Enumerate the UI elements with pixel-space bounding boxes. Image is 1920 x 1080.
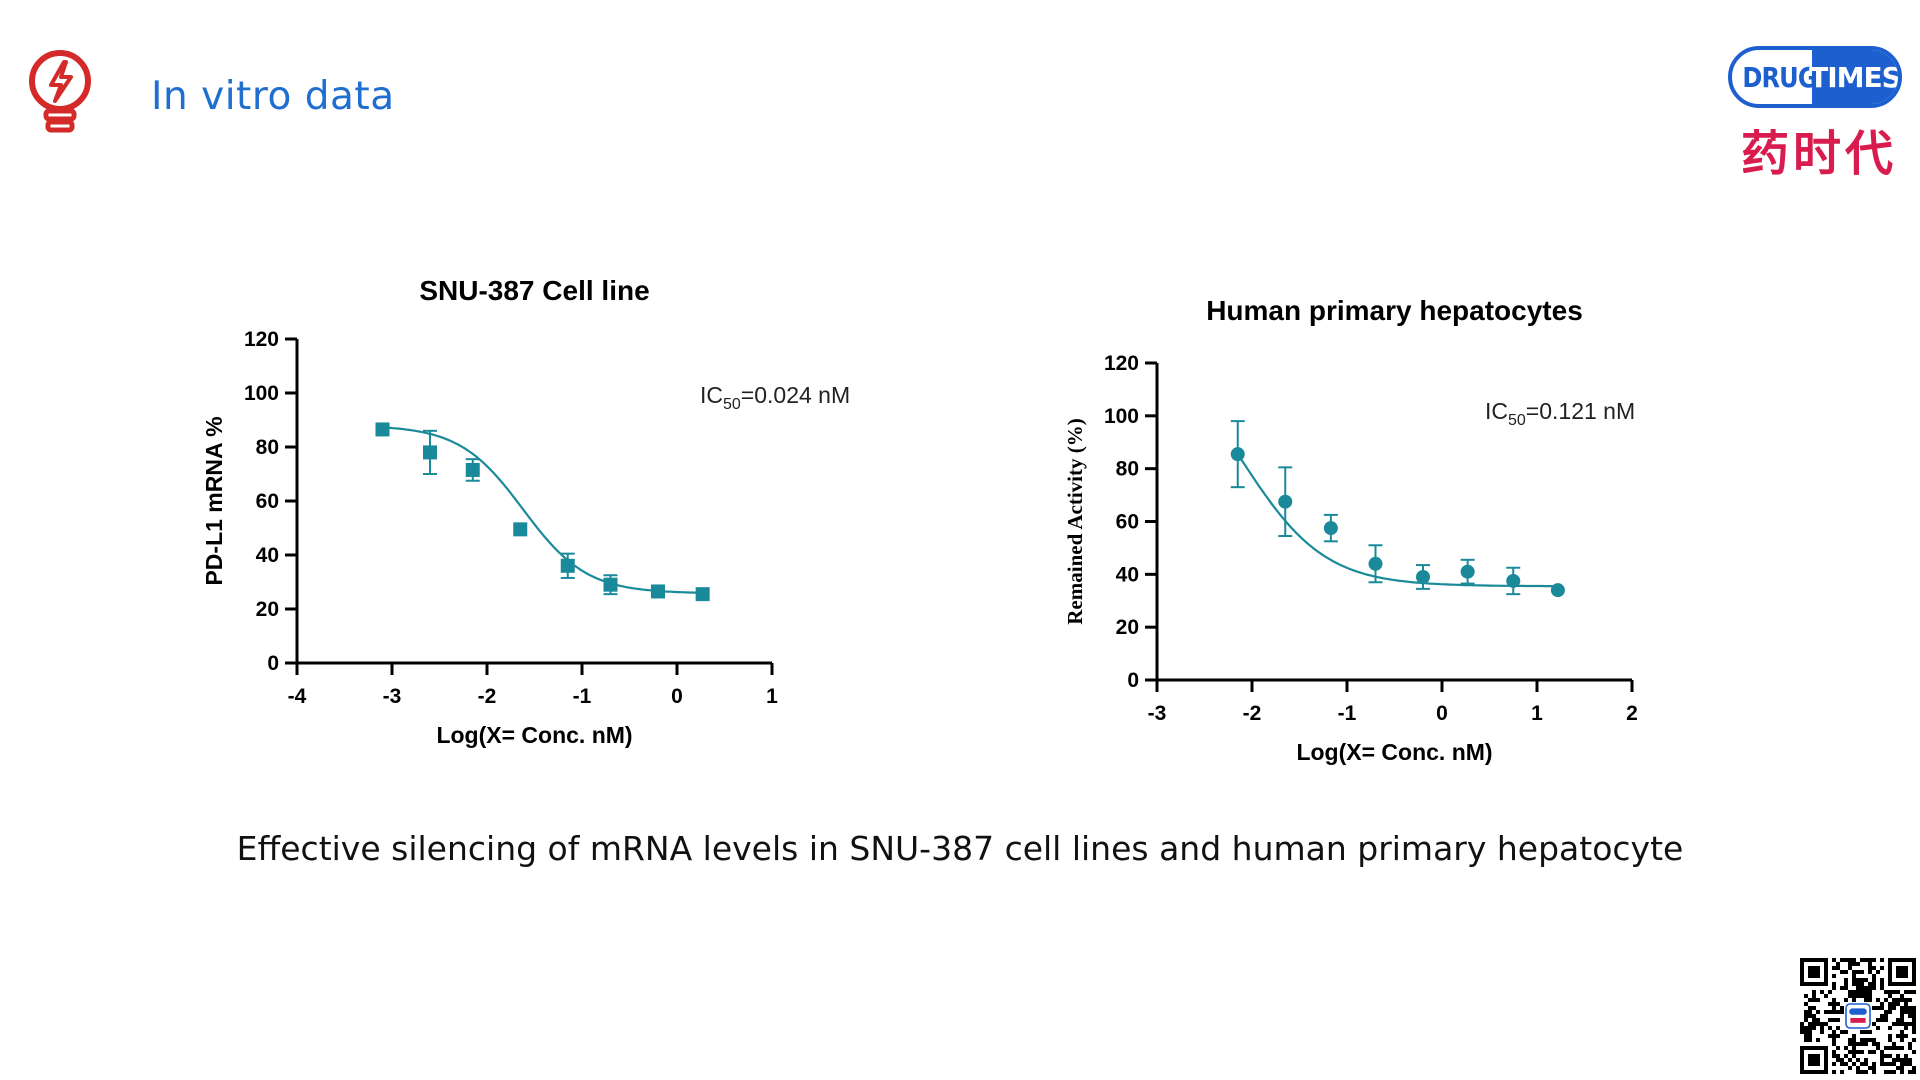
- data-point: [1460, 564, 1475, 579]
- data-point: [1550, 583, 1565, 598]
- x-tick-label: -1: [573, 685, 592, 708]
- y-tick-label: 120: [244, 328, 279, 351]
- data-point: [1278, 494, 1293, 509]
- x-axis-label: Log(X= Conc. nM): [436, 722, 632, 748]
- y-axis-label: Remained Activity (%): [1063, 418, 1087, 624]
- data-point: [1323, 521, 1338, 536]
- data-point: [1368, 556, 1383, 571]
- x-tick-label: -2: [478, 685, 497, 708]
- x-axis-label: Log(X= Conc. nM): [1296, 739, 1492, 765]
- data-point: [695, 587, 710, 602]
- y-tick-label: 0: [1127, 669, 1139, 692]
- y-tick-label: 100: [1104, 405, 1139, 428]
- fit-curve: [382, 426, 703, 594]
- ic50-annotation: IC50=0.024 nM: [700, 382, 850, 413]
- y-tick-label: 80: [256, 436, 279, 459]
- lightbulb-bolt-icon: [29, 50, 91, 133]
- x-tick-label: 2: [1626, 702, 1638, 725]
- y-tick-label: 40: [1116, 563, 1139, 586]
- x-tick-label: -1: [1338, 702, 1357, 725]
- qr-code-icon: [1800, 958, 1916, 1074]
- x-tick-label: 1: [766, 685, 778, 708]
- data-point: [465, 462, 480, 477]
- data-point: [560, 558, 575, 573]
- data-point: [1506, 573, 1521, 588]
- chart-snu387-svg: SNU-387 Cell line-4 -3 -2 -1 0 10204060801001…: [201, 275, 850, 748]
- chart-title: SNU-387 Cell line: [419, 275, 649, 306]
- data-point: [651, 584, 665, 599]
- y-tick-label: 80: [1116, 458, 1139, 481]
- fit-curve: [1236, 453, 1558, 588]
- chart-title: Human primary hepatocytes: [1206, 295, 1583, 326]
- logo-text-cn: 药时代: [1740, 126, 1897, 182]
- x-tick-label: 0: [671, 685, 683, 708]
- data-point: [423, 445, 437, 460]
- x-tick-label: -3: [383, 685, 402, 708]
- chart-hepatocytes-svg: Human primary hepatocytes-3 -2 -1 0 1 2020406…: [1063, 295, 1638, 765]
- y-axis-label: PD-L1 mRNA %: [201, 416, 227, 585]
- ic50-annotation: IC50=0.121 nM: [1485, 398, 1635, 429]
- x-tick-label: -3: [1148, 702, 1167, 725]
- data-point: [1416, 569, 1430, 584]
- y-tick-label: 20: [256, 598, 279, 621]
- y-tick-label: 120: [1104, 352, 1139, 375]
- x-tick-label: 0: [1436, 702, 1448, 725]
- logo-pill: DRUG TIMES: [1728, 46, 1902, 108]
- y-tick-label: 100: [244, 382, 279, 405]
- y-tick-label: 20: [1116, 616, 1139, 639]
- x-tick-label: -4: [288, 685, 307, 708]
- y-tick-label: 60: [1116, 511, 1139, 534]
- chart-hepatocytes: Human primary hepatocytes -3 -2 -1 0 1 2 0 20 40 6…: [1050, 280, 1750, 780]
- y-tick-label: 0: [267, 652, 279, 675]
- y-tick-label: 60: [256, 490, 279, 513]
- data-point: [1230, 447, 1245, 462]
- data-point: [513, 522, 528, 537]
- logo-text-drug: DRUG: [1742, 60, 1817, 94]
- drugtimes-logo: DRUG TIMES 药时代: [1728, 46, 1906, 182]
- x-tick-label: 1: [1531, 702, 1543, 725]
- figure-caption: Effective silencing of mRNA levels in SN…: [236, 829, 1684, 868]
- logo-text-times: TIMES: [1809, 50, 1898, 104]
- x-tick-label: -2: [1243, 702, 1262, 725]
- chart-snu387: SNU-387 Cell line -4 -3 -2 -1 0 1 0 20 40 60 80 100 1…: [190, 260, 890, 760]
- data-point: [375, 422, 390, 437]
- page-title: In vitro data: [151, 74, 395, 119]
- data-point: [603, 577, 618, 592]
- y-tick-label: 40: [256, 544, 279, 567]
